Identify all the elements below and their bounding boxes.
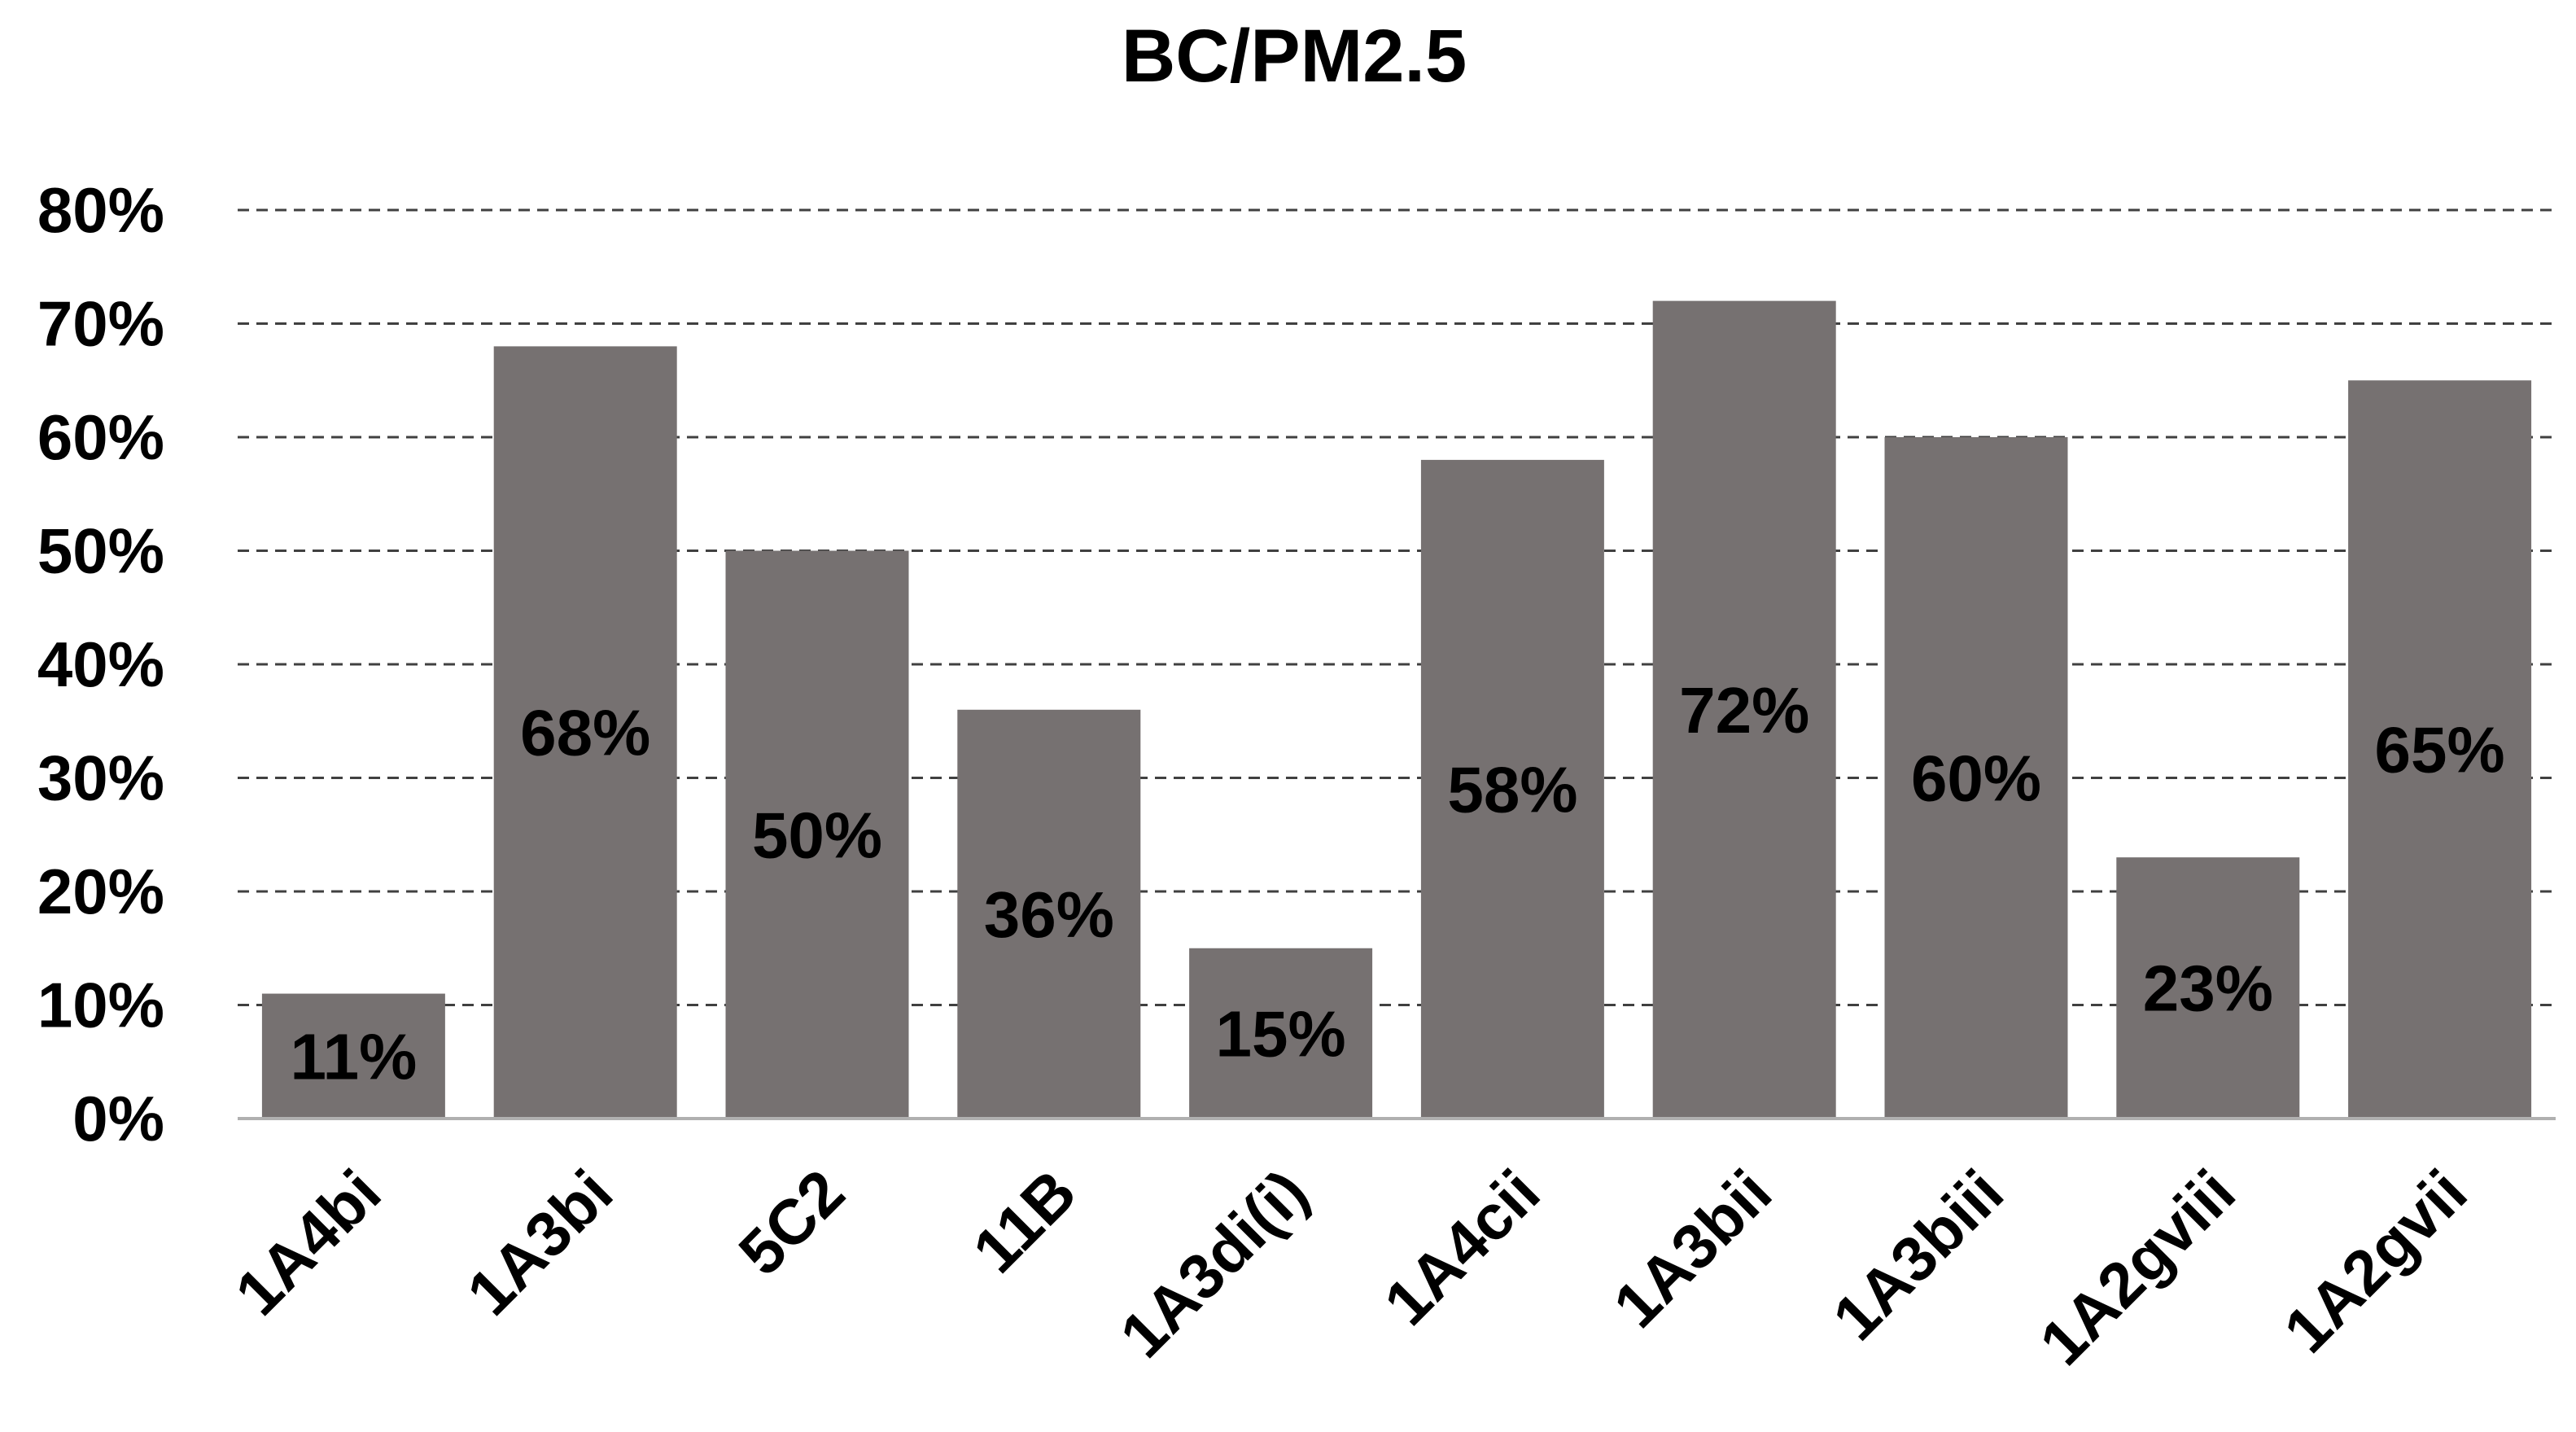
bar <box>1652 300 1836 1119</box>
y-tick-label: 30% <box>37 742 164 814</box>
data-label: 36% <box>984 878 1114 951</box>
bar <box>1420 459 1604 1119</box>
bar <box>725 550 909 1119</box>
bar <box>1189 948 1373 1119</box>
x-tick-label: 11B <box>959 1156 1089 1286</box>
data-label: 65% <box>2375 714 2505 786</box>
data-label: 15% <box>1216 997 1346 1070</box>
x-tick-label: 1A4cii <box>1371 1156 1554 1339</box>
data-label: 68% <box>520 697 650 769</box>
y-tick-label: 10% <box>37 970 164 1041</box>
y-tick-label: 60% <box>37 401 164 473</box>
x-tick-label: 5C2 <box>725 1156 858 1289</box>
bar <box>1884 437 2068 1119</box>
data-labels: 11% 68% 50% 36% 15% 58% 72% 60% 23% 65% <box>291 674 2505 1093</box>
data-label: 50% <box>752 799 882 871</box>
bar <box>957 709 1141 1119</box>
y-tick-label: 50% <box>37 515 164 587</box>
y-tick-label: 70% <box>37 288 164 360</box>
y-tick-label: 80% <box>37 174 164 246</box>
x-tick-label: 1A2gvii <box>2270 1156 2480 1366</box>
bar <box>2348 380 2532 1119</box>
data-label: 72% <box>1679 674 1809 747</box>
bar <box>261 993 445 1119</box>
x-tick-label: 1A3di(i) <box>1106 1156 1321 1371</box>
y-tick-label: 20% <box>37 856 164 927</box>
chart-title: BC/PM2.5 <box>1122 15 1467 98</box>
data-label: 23% <box>2143 952 2273 1025</box>
y-tick-label: 0% <box>72 1083 164 1154</box>
x-tick-label: 1A4bi <box>221 1156 394 1329</box>
x-tick-label: 1A3bi <box>453 1156 626 1329</box>
x-tick-label: 1A2gviii <box>2026 1156 2249 1379</box>
x-axis-ticks: 1A4bi 1A3bi 5C2 11B 1A3di(i) 1A4cii 1A3bii 1A3b… <box>221 1156 2481 1379</box>
bars <box>261 300 2532 1119</box>
data-label: 11% <box>291 1020 418 1093</box>
x-tick-label: 1A3bii <box>1599 1156 1785 1342</box>
bar <box>493 346 677 1119</box>
bar <box>2116 857 2300 1119</box>
data-label: 58% <box>1447 753 1577 825</box>
data-label: 60% <box>1911 742 2041 815</box>
y-axis-ticks: 0% 10% 20% 30% 40% 50% 60% 70% 80% <box>37 174 164 1154</box>
x-tick-label: 1A3biii <box>1819 1156 2017 1354</box>
y-tick-label: 40% <box>37 628 164 700</box>
